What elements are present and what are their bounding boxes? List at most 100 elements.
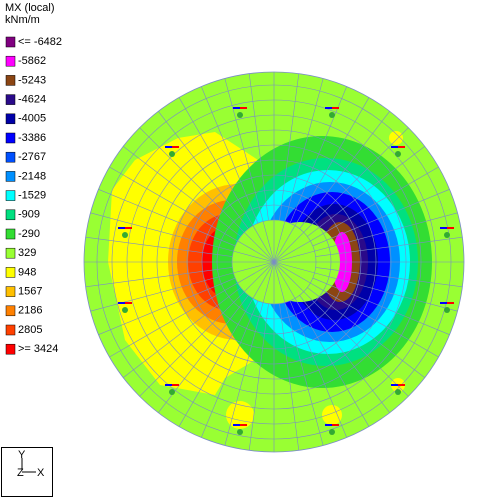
legend-label: -4624 [18,94,46,106]
legend-label: -5862 [18,55,46,67]
legend-swatch [5,209,16,221]
mesh-core [273,232,304,263]
legend-label: -5243 [18,74,46,86]
mesh-core [273,261,296,299]
mesh-radial [289,86,347,224]
mesh-radial [123,287,241,378]
support-marker [169,151,175,157]
support-marker [122,232,128,238]
support-marker [395,389,401,395]
mesh-core [273,261,304,292]
mesh-radial [224,78,264,222]
mesh-core [252,261,275,299]
legend-swatch [5,190,16,201]
legend-swatch [5,75,16,86]
legend-label: -1529 [18,190,46,202]
legend-label: -4005 [18,113,46,125]
legend-swatch [5,286,16,297]
contour-plot [84,72,464,452]
mesh-radial [284,78,324,222]
mesh-radial [201,86,259,224]
legend-unit: kNm/m [5,14,40,26]
mesh-radial [224,302,264,446]
mesh-core [273,261,315,274]
mesh-core [237,240,275,263]
legend-label: -2148 [18,170,46,182]
mesh-core [262,221,275,263]
mesh-radial [294,97,370,226]
support-marker [169,389,175,395]
mesh-radial [123,146,241,237]
mesh-radial [109,166,238,242]
support-marker [444,307,450,313]
mesh-radial [299,111,390,229]
mesh-core [233,250,275,263]
mesh-radial [139,291,245,397]
mesh-radial [85,267,233,288]
mesh-core [244,232,275,263]
mesh-radial [310,282,439,358]
support-marker [395,151,401,157]
region [322,405,342,425]
axes-box [1,447,53,497]
mesh-radial [279,303,300,451]
mesh-core [252,225,275,263]
mesh-radial [201,300,259,438]
mesh-core [237,261,275,284]
mesh-core [233,261,275,274]
mesh-radial [312,277,450,335]
axes-icon: Y Z X [1,447,53,497]
legend-label: <= -6482 [18,36,62,48]
mesh-radial [310,166,439,242]
legend-swatch [5,113,16,125]
axis-x-label: X [37,467,45,479]
mesh-core [273,250,315,263]
mesh-radial [158,111,249,229]
mesh-radial [315,236,463,257]
legend-swatch [5,151,16,163]
legend-swatch [5,305,16,317]
legend: MX (local) kNm/m <= -6482 -5862 -5243 -4624… [5,2,62,355]
mesh-radial [307,287,425,378]
plate-edge [83,71,465,453]
mesh-radial [248,303,269,451]
legend-label: -909 [18,209,40,221]
mesh-radial [314,212,458,252]
support-marker [329,429,335,435]
mesh-radial [294,298,370,427]
mesh-radial [109,282,238,358]
mesh-radial [303,127,409,233]
legend-label: >= 3424 [18,343,58,355]
mesh-core [273,240,311,263]
legend-swatch [5,247,16,259]
mesh-radial [248,73,269,221]
mesh-radial [178,97,254,226]
mesh-radial [90,212,234,252]
mesh-radial [307,146,425,237]
support-marker [329,112,335,118]
mesh-core [262,261,275,303]
legend-label: 2186 [18,305,42,317]
legend-swatch [5,94,16,105]
legend-label: 2805 [18,324,42,336]
legend-swatch [5,55,16,67]
legend-label: 329 [18,247,36,259]
legend-swatch [5,343,16,355]
mesh-radial [139,127,245,233]
legend-label: -3386 [18,132,46,144]
support-marker [237,429,243,435]
region [389,131,403,145]
mesh-radial [279,73,300,221]
mesh-radial [90,272,234,312]
legend-swatch [5,171,16,182]
legend-label: 948 [18,266,36,278]
mesh-radial [98,277,236,335]
mesh-radial [312,189,450,247]
mesh-core [273,261,286,303]
mesh-core [273,225,296,263]
support-marker [122,307,128,313]
mesh-radial [314,272,458,312]
mesh-radial [85,236,233,257]
legend-label: -290 [18,228,40,240]
